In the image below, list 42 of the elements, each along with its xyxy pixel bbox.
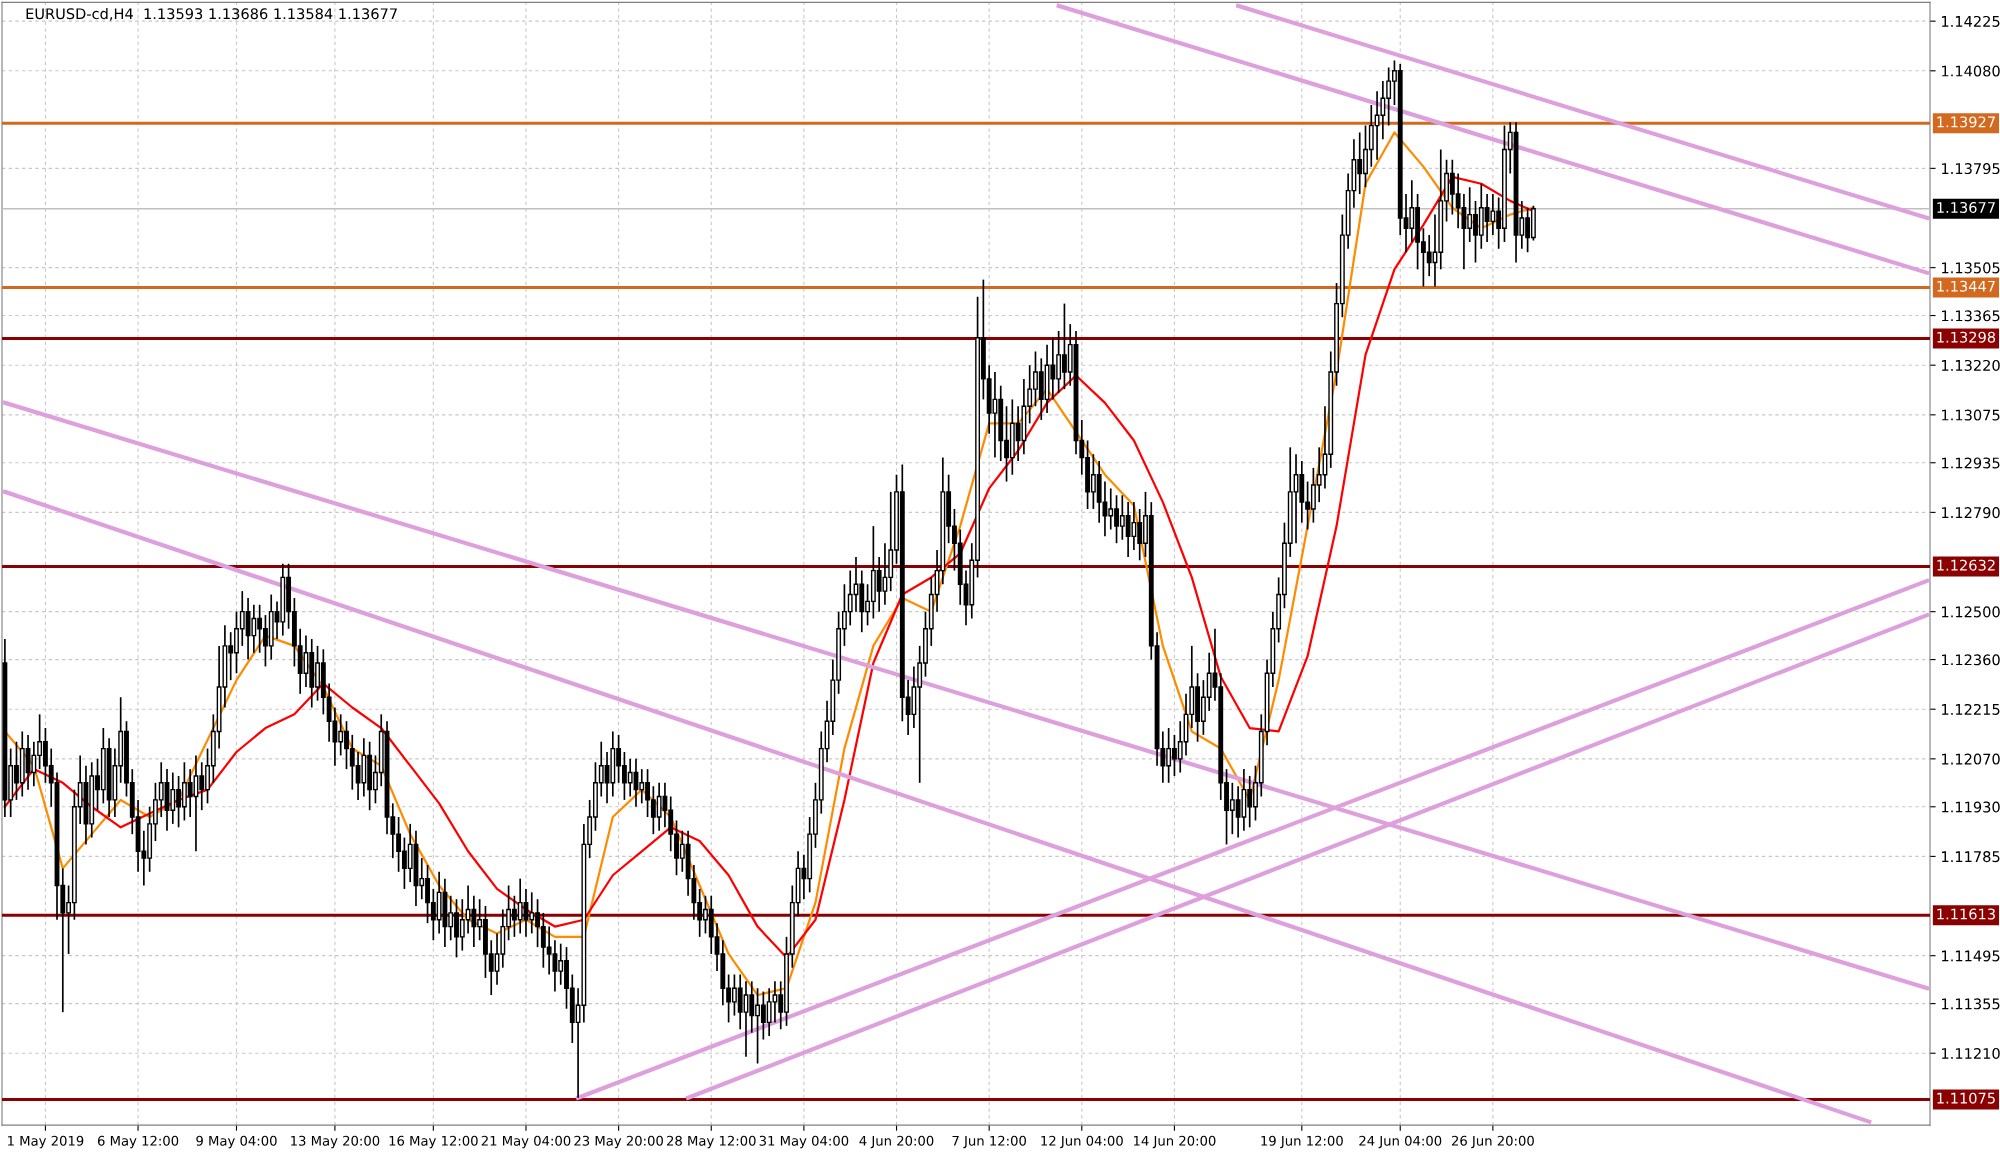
y-tick-label: 1.12215 xyxy=(1942,703,2000,715)
y-tick-label: 1.12790 xyxy=(1942,507,2000,519)
y-tick-label: 1.14225 xyxy=(1942,15,2000,27)
y-tick-label: 1.11355 xyxy=(1942,998,2000,1010)
x-tick-label: 7 Jun 12:00 xyxy=(952,1135,1026,1149)
y-tick-label: 1.12070 xyxy=(1942,753,2000,765)
ref-line-label: 1.11613 xyxy=(1937,908,1995,920)
x-tick-label: 16 May 12:00 xyxy=(389,1135,478,1149)
x-tick-label: 23 May 20:00 xyxy=(574,1135,663,1149)
y-tick-label: 1.11495 xyxy=(1942,950,2000,962)
x-tick-label: 19 Jun 12:00 xyxy=(1261,1135,1343,1149)
ref-line-label: 1.13298 xyxy=(1937,331,1996,343)
y-tick-label: 1.14080 xyxy=(1942,65,2000,77)
ref-line-label: 1.13447 xyxy=(1937,280,1995,292)
x-tick-label: 1 May 2019 xyxy=(8,1135,84,1149)
x-tick-label: 31 May 04:00 xyxy=(759,1135,849,1149)
y-tick-label: 1.11210 xyxy=(1942,1047,2000,1059)
x-tick-label: 9 May 04:00 xyxy=(196,1135,277,1149)
ref-line-label: 1.11075 xyxy=(1937,1092,1995,1104)
y-tick-label: 1.11930 xyxy=(1942,801,2000,813)
x-tick-label: 6 May 12:00 xyxy=(97,1135,179,1149)
ref-line-label: 1.12632 xyxy=(1937,559,1995,571)
x-tick-label: 28 May 12:00 xyxy=(666,1135,756,1149)
x-tick-label: 12 Jun 04:00 xyxy=(1041,1135,1123,1149)
chart-title: EURUSD-cd,H4 1.13593 1.13686 1.13584 1.13677 xyxy=(26,7,397,21)
y-tick-label: 1.13795 xyxy=(1942,163,2000,175)
y-tick-label: 1.12360 xyxy=(1942,654,2000,666)
y-tick-label: 1.11785 xyxy=(1942,851,2000,863)
y-tick-label: 1.13505 xyxy=(1942,262,2000,274)
ref-line-label: 1.13677 xyxy=(1937,201,1995,213)
x-tick-label: 14 Jun 20:00 xyxy=(1133,1135,1216,1149)
y-tick-label: 1.13220 xyxy=(1942,359,2000,371)
x-tick-label: 21 May 04:00 xyxy=(481,1135,571,1149)
y-tick-label: 1.12935 xyxy=(1942,457,2000,469)
y-tick-label: 1.12500 xyxy=(1942,606,2000,618)
x-tick-label: 24 Jun 04:00 xyxy=(1359,1135,1442,1149)
y-tick-label: 1.13365 xyxy=(1942,310,2000,322)
ref-line-label: 1.13927 xyxy=(1937,116,1995,128)
x-tick-label: 13 May 20:00 xyxy=(291,1135,380,1149)
x-tick-label: 4 Jun 20:00 xyxy=(859,1135,934,1149)
y-tick-label: 1.13075 xyxy=(1942,409,2000,421)
x-tick-label: 26 Jun 20:00 xyxy=(1451,1135,1534,1149)
